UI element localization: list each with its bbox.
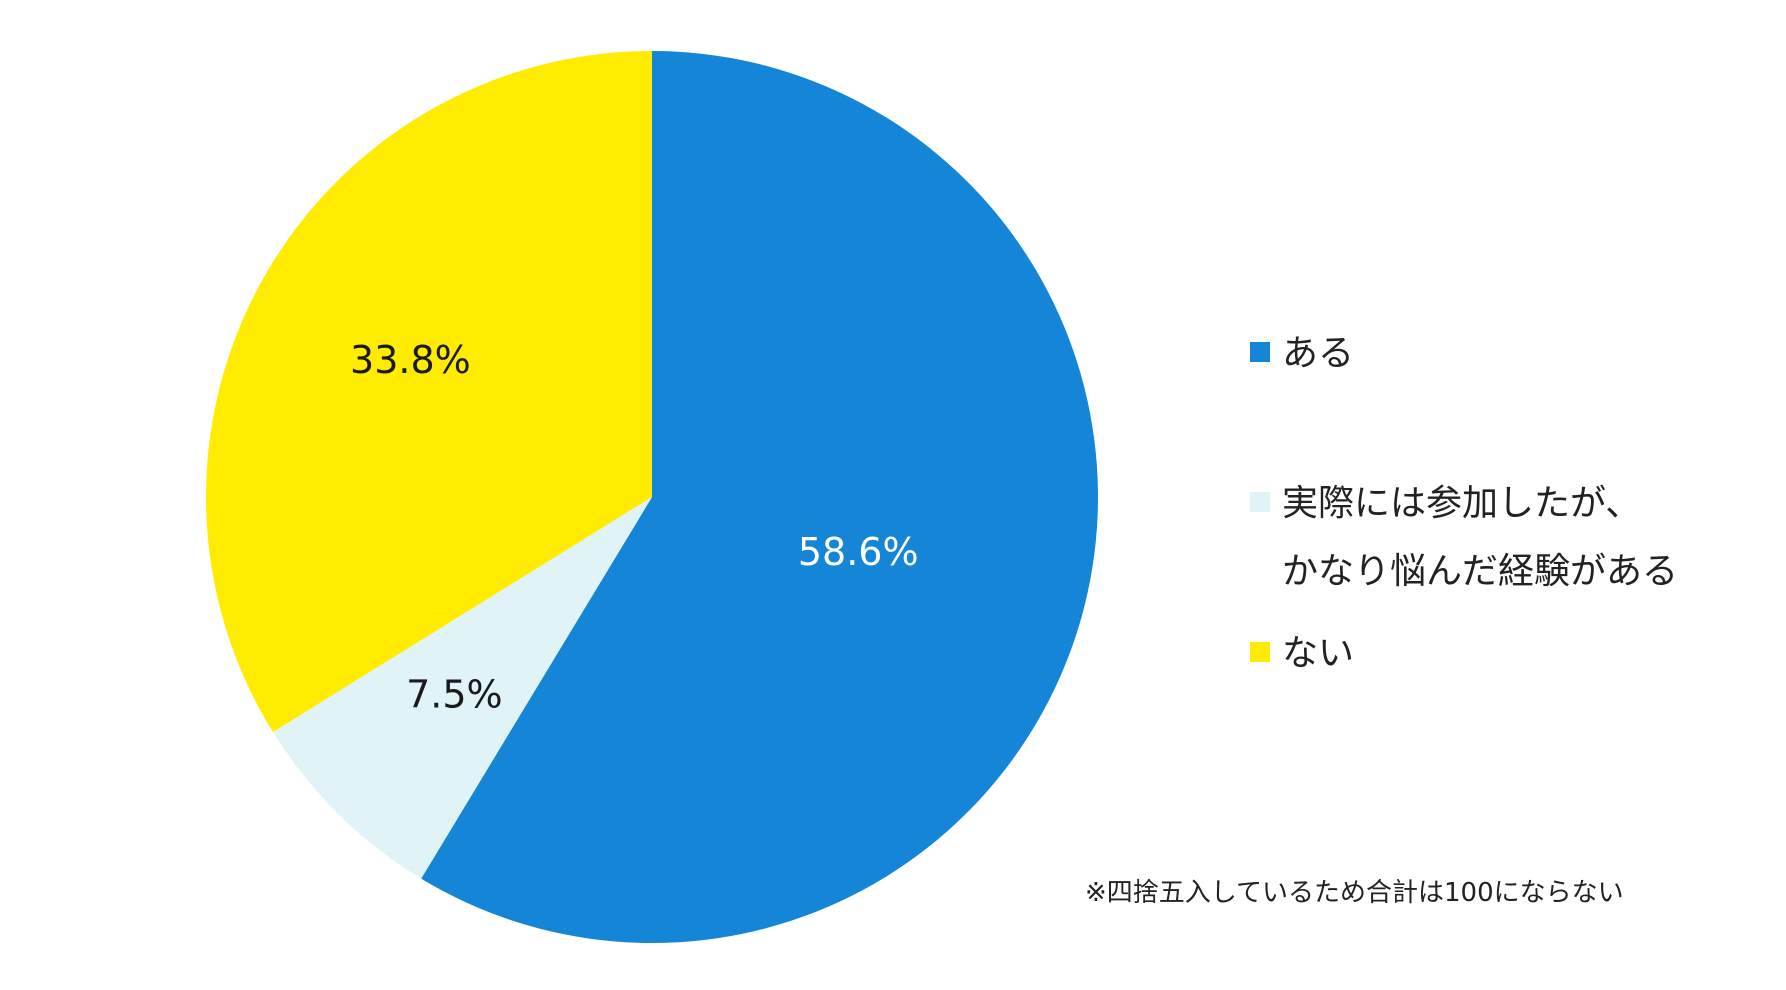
legend-item-hesitated: 実際には参加したが、 かなり悩んだ経験がある (1250, 480, 1678, 606)
data-label-nai: 33.8% (350, 338, 471, 382)
footnote: ※四捨五入しているため合計は100にならない (1085, 878, 1624, 908)
legend-swatch-aru (1250, 342, 1270, 362)
legend-label-hesitated: 実際には参加したが、 かなり悩んだ経験がある (1282, 483, 1679, 592)
legend-swatch-nai (1250, 642, 1270, 662)
legend-swatch-hesitated (1250, 492, 1270, 512)
pie-slice-hesitated (272, 497, 652, 879)
legend-label-nai: ない (1282, 633, 1355, 674)
pie-slice-aru (421, 51, 1098, 943)
data-label-hesitated: 7.5% (406, 672, 503, 716)
legend-item-aru: ある (1250, 330, 1354, 388)
legend-label-aru: ある (1282, 333, 1355, 374)
pie-slice-nai (205, 51, 653, 733)
legend-item-nai: ない (1250, 630, 1354, 688)
data-label-aru: 58.6% (798, 530, 919, 574)
